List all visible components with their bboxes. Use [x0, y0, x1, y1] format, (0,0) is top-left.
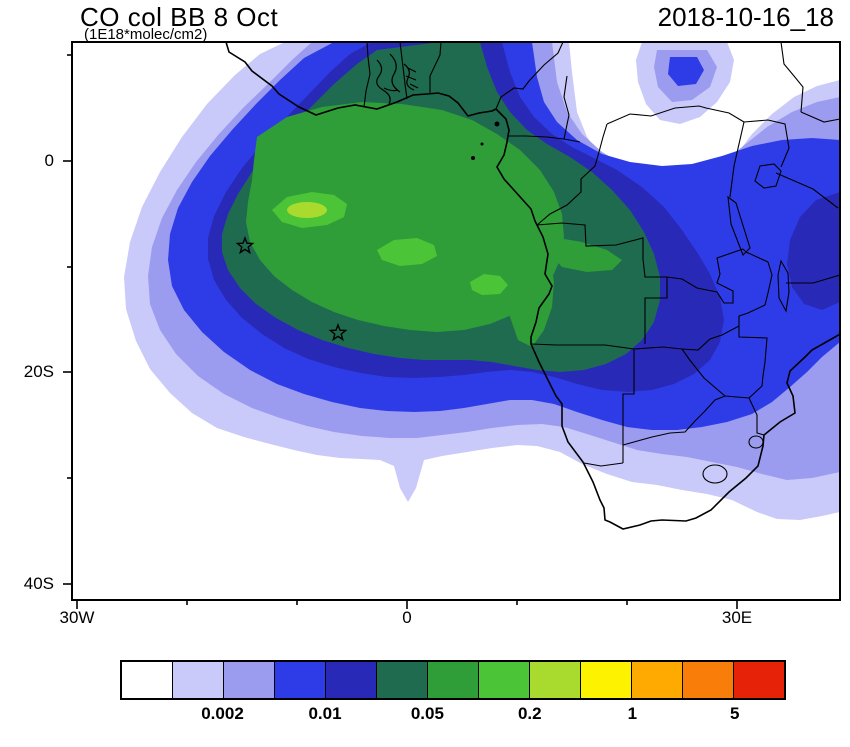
border-line: [644, 277, 668, 344]
datestamp: 2018-10-16_18: [657, 2, 834, 32]
contour-region-max: [287, 202, 327, 218]
page-title: CO col BB 8 Oct: [80, 2, 279, 32]
colorbar-labels: 0.002 0.01 0.05 0.2 1 5: [120, 704, 786, 728]
border-line: [563, 75, 570, 140]
colorbar-cell-1: [173, 662, 224, 698]
border-line: [536, 123, 608, 226]
gulf-of-guinea-islands: [471, 121, 500, 160]
x-tick-label-30e: 30E: [721, 608, 753, 627]
map-plot: [63, 41, 841, 609]
eswatini-border: [748, 435, 764, 449]
border-line: [495, 42, 564, 110]
border-line: [509, 135, 581, 143]
colorbar-label: 0.05: [410, 704, 444, 723]
x-tick-label-0: 0: [402, 608, 412, 627]
colorbar-cell-10: [632, 662, 683, 698]
dense-contour-squiggles: [376, 53, 419, 105]
colorbar-cell-12: [734, 662, 784, 698]
country-borders: [363, 42, 840, 484]
contour-region: [377, 238, 437, 266]
contour-region: [668, 57, 704, 86]
colorbar-label: 0.002: [201, 704, 244, 723]
star-marker: [235, 236, 255, 255]
contour-region: [787, 192, 840, 310]
colorbar-label: 5: [729, 704, 740, 723]
colorbar: [120, 660, 786, 700]
colorbar-label: 1: [627, 704, 638, 723]
border-line: [622, 395, 726, 446]
border-line: [666, 248, 744, 304]
lesotho-border: [702, 464, 728, 484]
africa-coastline: [225, 42, 840, 530]
border-line: [742, 248, 769, 263]
y-tick-label-0: 0: [44, 151, 54, 170]
colorbar-cell-11: [683, 662, 734, 698]
fire-site-markers: [235, 236, 348, 342]
y-tick-label-40s: 40S: [23, 574, 54, 593]
border-line: [530, 343, 683, 350]
border-line: [583, 462, 624, 467]
x-tick-label-30w: 30W: [59, 608, 95, 627]
border-line: [429, 42, 442, 94]
contour-fill-layers: [72, 42, 840, 600]
contour-region: [470, 274, 508, 295]
border-line: [748, 397, 765, 436]
border-line: [786, 274, 840, 284]
colorbar-cell-8: [530, 662, 581, 698]
border-line: [800, 111, 840, 123]
border-line: [729, 121, 745, 198]
colorbar-cell-7: [479, 662, 530, 698]
border-line: [743, 119, 790, 168]
y-tick-label-20s: 20S: [23, 362, 54, 381]
border-line: [622, 349, 635, 463]
lake-victoria: [754, 163, 782, 189]
axis-ticks: [63, 54, 738, 609]
border-line: [775, 172, 839, 209]
contour-region: [510, 222, 554, 347]
colorbar-cell-2: [224, 662, 275, 698]
contour-region: [550, 237, 622, 272]
colorbar-cell-9: [581, 662, 632, 698]
plot-frame: [71, 41, 841, 601]
border-line: [738, 326, 768, 399]
border-line: [738, 261, 773, 326]
colorbar-label: 0.2: [517, 704, 542, 723]
colorbar-label: 0.01: [308, 704, 342, 723]
border-line: [536, 222, 667, 278]
colorbar-cell-5: [377, 662, 428, 698]
border-line: [606, 105, 745, 125]
border-line: [399, 42, 408, 100]
colorbar-cell-4: [326, 662, 377, 698]
lake-tanganyika: [727, 195, 751, 256]
border-line: [780, 42, 804, 113]
border-line: [363, 42, 371, 108]
lake-malawi: [777, 259, 790, 313]
colorbar-cell-6: [428, 662, 479, 698]
units-label: (1E18*molec/cm2): [84, 26, 208, 43]
colorbar-cell-0: [122, 662, 173, 698]
colorbar-cell-3: [275, 662, 326, 698]
border-line: [681, 325, 740, 351]
star-marker: [328, 323, 348, 342]
border-line: [681, 348, 726, 397]
border-line: [724, 395, 750, 399]
